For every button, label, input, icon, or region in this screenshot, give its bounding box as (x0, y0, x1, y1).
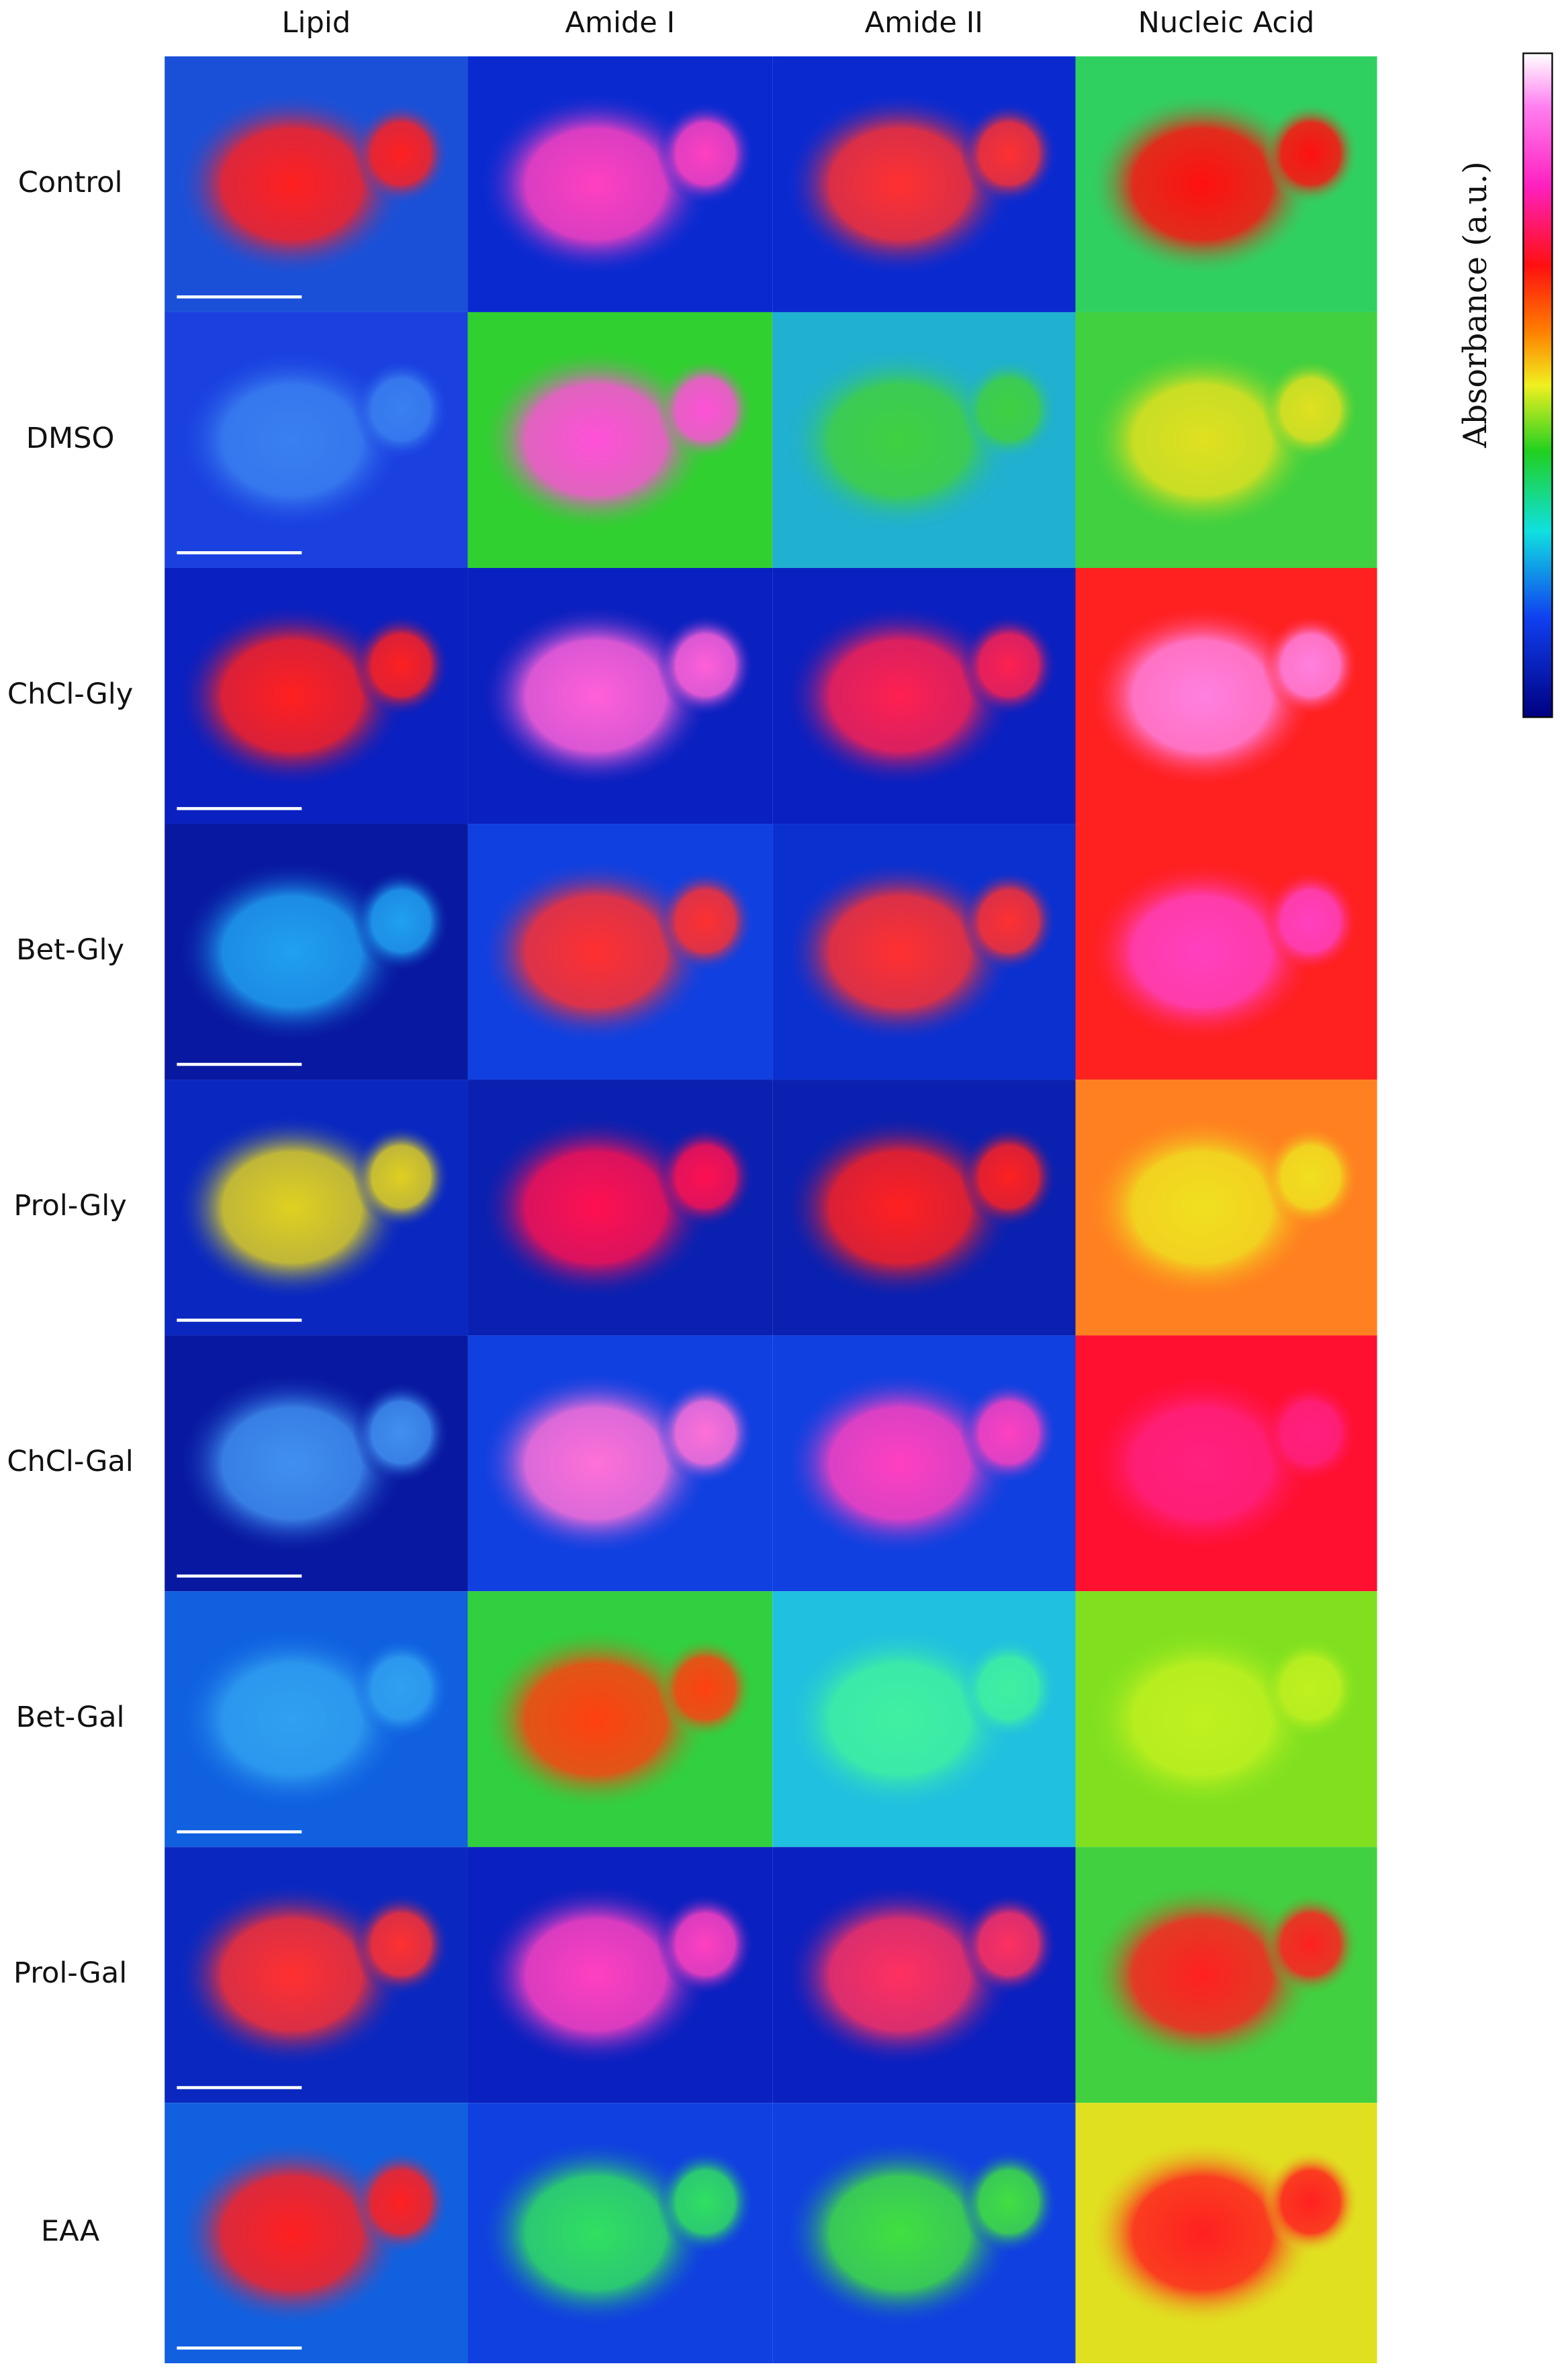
heatmap-feature (177, 2139, 408, 2327)
heatmap-feature (784, 348, 1015, 532)
heatmap-feature (177, 348, 408, 532)
heatmap-feature (479, 1627, 712, 1811)
heatmap-feature (784, 859, 1015, 1044)
heatmap-feature (784, 1883, 1015, 2067)
heatmap-feature (353, 358, 450, 461)
row-label: Prol-Gly (13, 1189, 126, 1223)
heatmap-feature (1262, 358, 1359, 461)
column-header: Amide I (565, 6, 676, 40)
heatmap-feature (353, 102, 450, 205)
heatmap-feature (177, 1371, 408, 1556)
heatmap-feature (1087, 604, 1317, 788)
row-label: ChCl-Gal (7, 1445, 133, 1478)
heatmap-feature (1262, 1125, 1359, 1229)
heatmap-feature (479, 2139, 712, 2327)
heatmap-feature (784, 2139, 1015, 2327)
heatmap-feature (1087, 92, 1317, 277)
heatmap-feature (1087, 1627, 1317, 1811)
heatmap-feature (784, 92, 1015, 277)
heatmap-feature (656, 358, 754, 461)
heatmap-feature (353, 614, 450, 716)
heatmap-feature (177, 604, 408, 788)
row-label: Bet-Gal (16, 1701, 125, 1734)
heatmap-feature (177, 1883, 408, 2067)
heatmap-feature (960, 2150, 1058, 2254)
heatmap-feature (177, 1115, 408, 1300)
heatmap-feature (960, 1893, 1058, 1996)
heatmap-feature (353, 2150, 450, 2254)
image-grid (165, 56, 1377, 2364)
heatmap-feature (177, 92, 408, 277)
heatmap-feature (960, 1125, 1058, 1229)
heatmap-feature (960, 358, 1058, 461)
heatmap-feature (353, 869, 450, 973)
heatmap-feature (1262, 869, 1359, 973)
heatmap-feature (1262, 102, 1359, 205)
heatmap-feature (177, 1627, 408, 1811)
column-header: Amide II (865, 6, 983, 40)
heatmap-feature (784, 1115, 1015, 1300)
heatmap-feature (784, 1627, 1015, 1811)
heatmap-feature (1262, 614, 1359, 716)
heatmap-feature (960, 869, 1058, 973)
heatmap-feature (1087, 1371, 1317, 1556)
heatmap-feature (784, 1371, 1015, 1556)
row-label: Control (18, 166, 123, 199)
heatmap-feature (656, 2150, 754, 2254)
heatmap-feature (353, 1381, 450, 1484)
row-label: Bet-Gly (16, 933, 124, 967)
colorbar (1522, 52, 1553, 718)
heatmap-feature (656, 1125, 754, 1229)
heatmap-feature (656, 1381, 754, 1484)
heatmap-feature (353, 1125, 450, 1229)
heatmap-feature (656, 614, 754, 716)
heatmap-feature (960, 614, 1058, 716)
heatmap-feature (656, 102, 754, 205)
heatmap-feature (1087, 348, 1317, 532)
heatmap-feature (1087, 2139, 1317, 2327)
heatmap-feature (479, 1883, 712, 2067)
heatmap-feature (177, 859, 408, 1044)
heatmap-feature (1262, 2150, 1359, 2254)
colorbar-label: Absorbance (a.u.) (1457, 161, 1494, 448)
heatmap-feature (784, 604, 1015, 788)
row-label: DMSO (26, 422, 115, 455)
row-label: ChCl-Gly (7, 677, 133, 711)
column-header: Lipid (282, 6, 351, 40)
heatmap-feature (353, 1893, 450, 1996)
heatmap-feature (479, 1371, 712, 1556)
row-label: EAA (41, 2215, 100, 2248)
row-label: Prol-Gal (13, 1956, 127, 1990)
heatmap-feature (960, 1637, 1058, 1740)
heatmap-feature (656, 1893, 754, 1996)
heatmap-feature (1262, 1381, 1359, 1484)
heatmap-feature (479, 604, 712, 788)
heatmap-feature (1262, 1637, 1359, 1740)
heatmap-feature (1087, 1883, 1317, 2067)
heatmap-feature (1087, 1115, 1317, 1300)
heatmap-feature (1262, 1893, 1359, 1996)
heatmap-feature (479, 859, 712, 1044)
heatmap-feature (960, 1381, 1058, 1484)
heatmap-feature (656, 869, 754, 973)
column-header: Nucleic Acid (1138, 6, 1315, 40)
heatmap-feature (1087, 859, 1317, 1044)
heatmap-feature (353, 1637, 450, 1740)
heatmap-feature (960, 102, 1058, 205)
heatmap-feature (656, 1637, 754, 1740)
heatmap-feature (479, 92, 712, 277)
heatmap-feature (479, 1115, 712, 1300)
heatmap-feature (479, 348, 712, 532)
